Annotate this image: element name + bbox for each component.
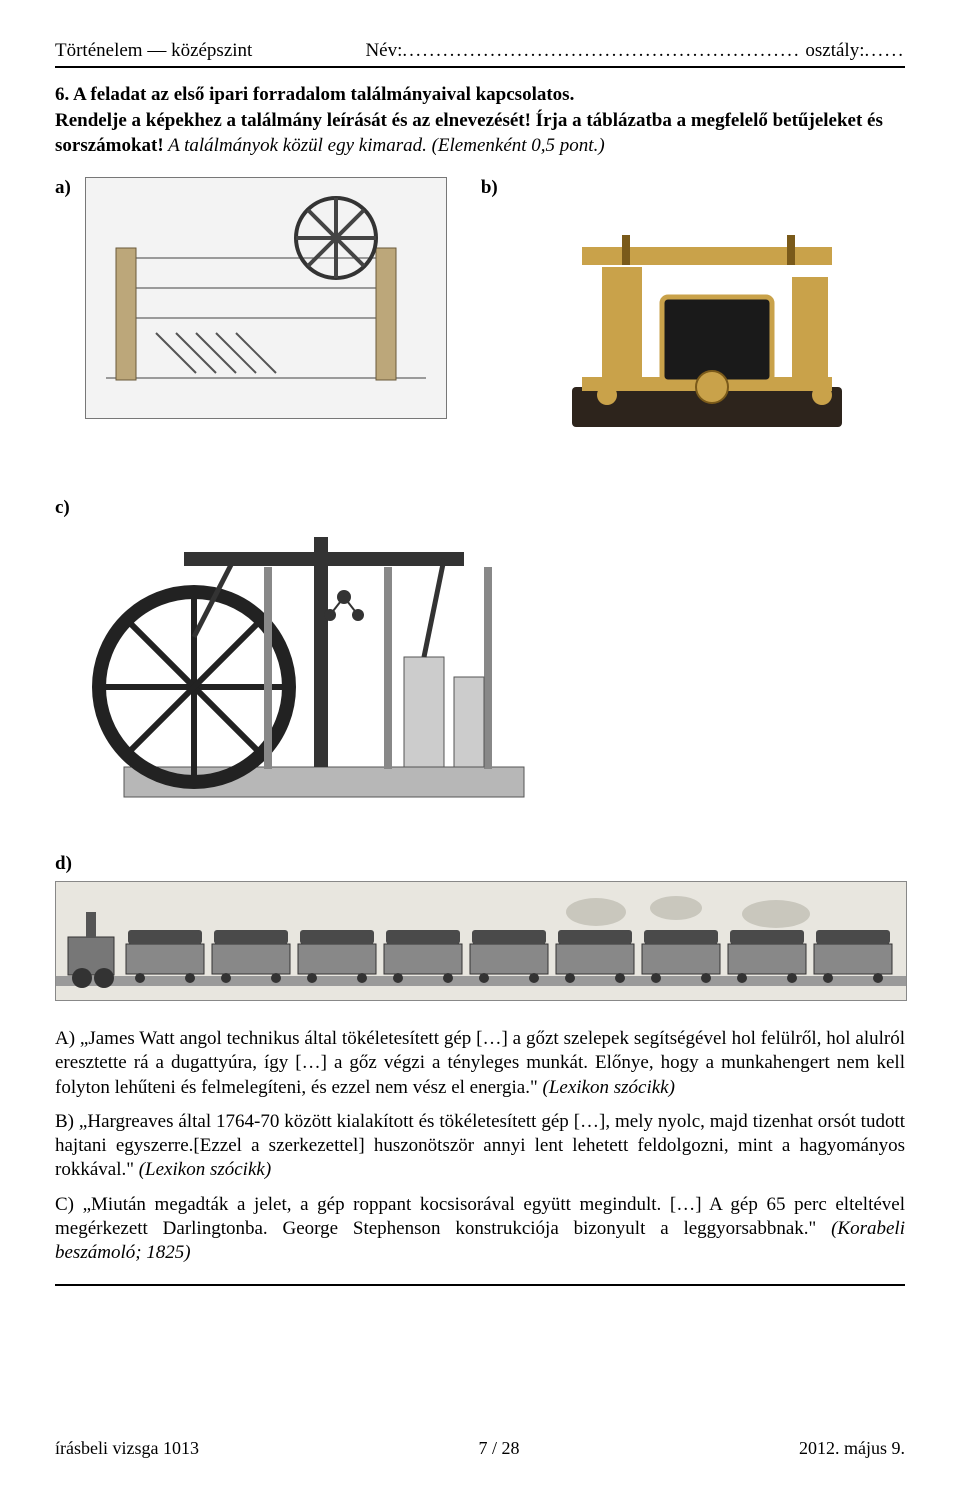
header-left: Történelem — középszint (55, 40, 252, 62)
header-rule (55, 66, 905, 68)
task-line1: 6. A feladat az első ipari forradalom ta… (55, 82, 905, 108)
footer-center: 7 / 28 (478, 1438, 519, 1459)
figure-c-label: c) (55, 497, 70, 827)
class-dots: ...... (865, 40, 906, 61)
figure-b-image (512, 177, 892, 457)
footer-rule (55, 1284, 905, 1286)
class-label: osztály: (805, 40, 864, 61)
figure-d-label: d) (55, 853, 72, 874)
desc-B-src: (Lexikon szócikk) (139, 1159, 271, 1180)
figure-a: a) (55, 177, 447, 419)
desc-A-src: (Lexikon szócikk) (543, 1077, 675, 1098)
desc-A-text: A) „James Watt angol technikus által tök… (55, 1028, 905, 1098)
figure-c: c) (55, 497, 905, 827)
name-label: Név: (365, 40, 402, 61)
descriptions: A) „James Watt angol technikus által tök… (55, 1027, 905, 1266)
figure-c-image (84, 497, 544, 827)
figure-b-label: b) (481, 177, 498, 457)
figure-d: d) (55, 853, 905, 1001)
desc-B: B) „Hargreaves által 1764-70 között kial… (55, 1110, 905, 1183)
footer: írásbeli vizsga 1013 7 / 28 2012. május … (55, 1438, 905, 1459)
desc-C-text: C) „Miután megadták a jelet, a gép roppa… (55, 1194, 905, 1239)
header-name: Név:....................................… (365, 40, 905, 62)
task-line2-ital: A találmányok közül egy kimarad. (Elemen… (164, 135, 605, 156)
task-intro: 6. A feladat az első ipari forradalom ta… (55, 82, 905, 159)
name-dots: ........................................… (402, 40, 800, 61)
footer-left: írásbeli vizsga 1013 (55, 1438, 199, 1459)
figure-d-image (55, 881, 907, 1001)
figure-b: b) (481, 177, 892, 457)
desc-C: C) „Miután megadták a jelet, a gép roppa… (55, 1193, 905, 1266)
desc-A: A) „James Watt angol technikus által tök… (55, 1027, 905, 1100)
figure-a-label: a) (55, 177, 71, 419)
figure-a-image (85, 177, 447, 419)
footer-right: 2012. május 9. (799, 1438, 905, 1459)
